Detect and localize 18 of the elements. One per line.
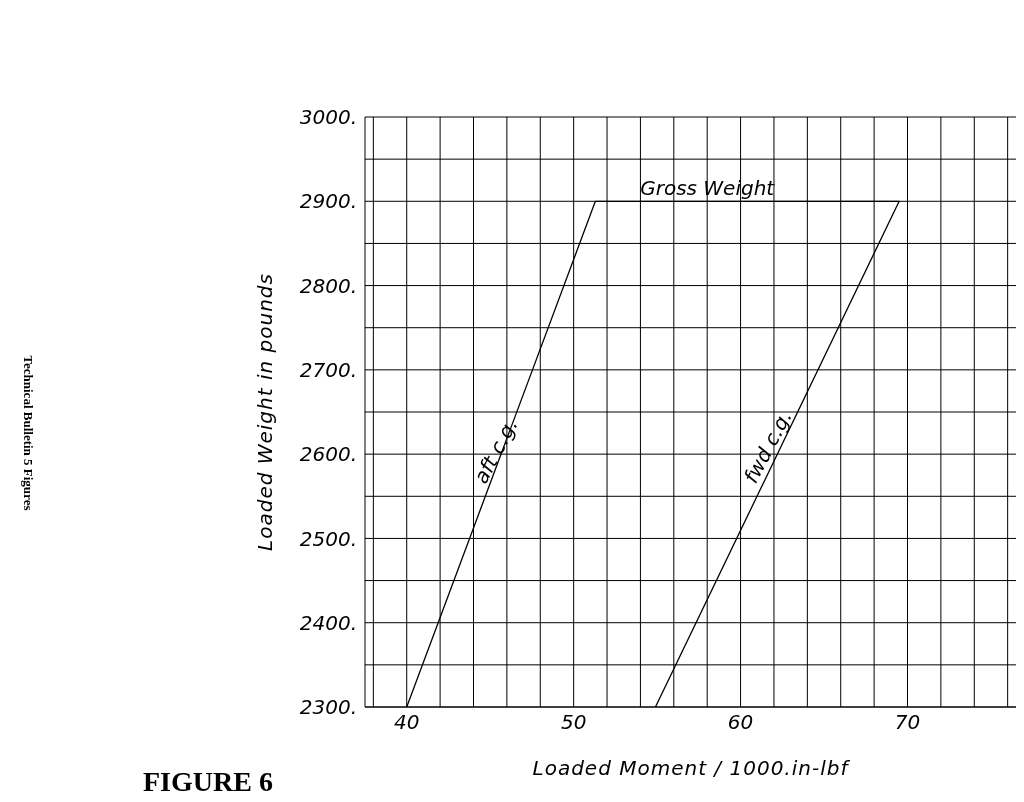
- x-axis-title: Loaded Moment / 1000.in-lbf: [532, 756, 851, 781]
- annotation: aft c.g.: [468, 414, 523, 488]
- text: Technical Bulletin 5 Figures: [20, 355, 36, 511]
- y-tick-label: 2400.: [299, 610, 357, 635]
- y-tick-label: 2900.: [299, 189, 357, 214]
- caption: FIGURE 6: [143, 766, 273, 798]
- annotation: fwd c.g.: [738, 406, 797, 488]
- x-tick-label: 50: [560, 710, 587, 735]
- y-tick-label: 2800.: [299, 273, 357, 298]
- x-tick-label: 60: [727, 710, 754, 735]
- y-tick-label: 2700.: [299, 357, 357, 382]
- y-tick-label: 2600.: [299, 442, 357, 467]
- y-tick-label: 3000.: [299, 105, 357, 130]
- y-tick-label: 2500.: [299, 526, 357, 551]
- x-tick-label: 40: [394, 710, 420, 735]
- y-axis-title: Loaded Weight in pounds: [253, 273, 278, 551]
- y-tick-label: 2300.: [299, 695, 357, 720]
- x-tick-label: 70: [894, 710, 921, 735]
